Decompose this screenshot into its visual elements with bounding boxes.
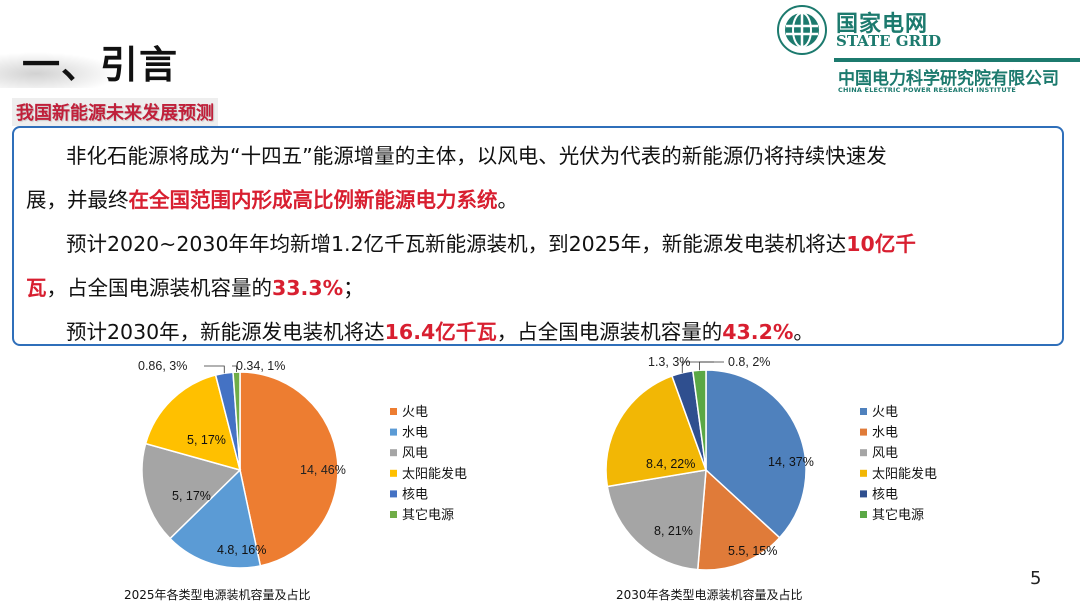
legend-swatch — [860, 408, 867, 415]
pie-slice-6 — [691, 369, 707, 471]
p2-text-a: 预计2020~2030年年均新增1.2亿千瓦新能源装机，到2025年，新能源发电… — [66, 232, 847, 256]
paragraph-1-cont: 展，并最终在全国范围内形成高比例新能源电力系统。 — [26, 178, 1066, 222]
section-heading: 我国新能源未来发展预测 — [12, 98, 218, 126]
data-label: 0.34, 1% — [236, 359, 285, 373]
state-grid-logo: 国家电网 STATE GRID — [776, 2, 1076, 94]
chart-2025-caption: 2025年各类型电源装机容量及占比 — [124, 588, 311, 602]
pie-chart-2030: 14, 37% 5.5, 15% 8, 21% 8.4, 22% 1.3, 3% 0.8,… — [570, 350, 1010, 584]
legend-label: 核电 — [872, 487, 898, 502]
page-number: 5 — [1030, 568, 1042, 589]
legend-swatch — [390, 511, 397, 518]
company-name-cn: 中国电力科学研究院有限公司 — [838, 69, 1059, 89]
leader-line — [232, 365, 237, 373]
data-label: 1.3, 3% — [648, 355, 690, 369]
legend-label: 太阳能发电 — [872, 466, 937, 482]
legend-label: 火电 — [872, 405, 898, 420]
data-label: 14, 46% — [300, 463, 346, 477]
legend-swatch — [390, 428, 397, 436]
legend-label: 核电 — [402, 487, 428, 502]
p3-end: 。 — [793, 320, 814, 344]
pie-slice-3 — [606, 469, 707, 571]
paragraph-1: 非化石能源将成为“十四五”能源增量的主体，以风电、光伏为代表的新能源仍将持续快速… — [26, 134, 1066, 178]
legend-swatch — [860, 511, 867, 518]
pie-slice-2 — [696, 468, 781, 571]
pie-chart-2025-svg: 14, 46% 4.8, 16% 5, 17% 5, 17% 0.86, 3% 0.34,… — [138, 359, 467, 569]
data-label: 5, 17% — [187, 433, 226, 447]
p1-text-a: 非化石能源将成为“十四五”能源增量的主体，以风电、光伏为代表的新能源仍将持续快速… — [66, 144, 887, 168]
legend-label: 太阳能发电 — [402, 466, 467, 482]
paragraph-2-cont: 瓦，占全国电源装机容量的33.3%； — [26, 266, 1066, 310]
p1-end: 。 — [497, 188, 519, 212]
leader-line — [204, 365, 225, 374]
p2-highlight-1b: 瓦 — [26, 276, 47, 300]
legend-swatch — [390, 449, 397, 457]
data-label: 8.4, 22% — [646, 457, 695, 471]
p2-highlight-2: 33.3% — [272, 276, 344, 300]
legend-swatch — [390, 490, 397, 498]
legend-label: 风电 — [402, 446, 428, 461]
pie-slice-1 — [239, 371, 339, 567]
p3-text-b: ，占全国电源装机容量的 — [496, 320, 723, 344]
pie-chart-2030-svg: 14, 37% 5.5, 15% 8, 21% 8.4, 22% 1.3, 3% 0.8,… — [605, 355, 937, 571]
text-box — [12, 126, 1064, 346]
state-grid-emblem-icon — [777, 5, 827, 55]
data-label: 8, 21% — [654, 524, 693, 538]
legend-label: 水电 — [872, 426, 898, 441]
legend-swatch — [860, 428, 867, 436]
legend-swatch — [390, 408, 397, 415]
header-divider — [834, 58, 1080, 62]
slide-title: 一、引言 — [22, 43, 179, 87]
p2-end: ； — [343, 276, 364, 300]
p3-highlight-1: 16.4亿千瓦 — [384, 320, 497, 344]
legend-swatch — [860, 490, 867, 498]
paragraph-2: 预计2020~2030年年均新增1.2亿千瓦新能源装机，到2025年，新能源发电… — [26, 222, 1066, 266]
data-label: 5.5, 15% — [728, 544, 777, 558]
legend-label: 其它电源 — [872, 507, 924, 523]
logo-name-en: STATE GRID — [836, 32, 942, 50]
paragraph-3: 预计2030年，新能源发电装机将达16.4亿千瓦，占全国电源装机容量的43.2%… — [26, 310, 1066, 354]
title-shadow — [0, 52, 120, 88]
p1-text-b: 展，并最终 — [26, 188, 129, 212]
legend-label: 火电 — [402, 405, 428, 420]
pie-slice-3 — [141, 442, 242, 540]
p3-highlight-2: 43.2% — [722, 320, 794, 344]
pie-chart-2025: 14, 46% 4.8, 16% 5, 17% 5, 17% 0.86, 3% 0.34,… — [100, 350, 540, 584]
company-name-en: CHINA ELECTRIC POWER RESEARCH INSTITUTE — [838, 86, 1017, 94]
logo-name-cn: 国家电网 — [836, 12, 929, 37]
p2-highlight-1a: 10亿千 — [846, 232, 916, 256]
data-label: 5, 17% — [172, 489, 211, 503]
legend-label: 水电 — [402, 426, 428, 441]
p2-text-b: ，占全国电源装机容量的 — [46, 276, 273, 300]
pie-slice-1 — [705, 369, 807, 539]
pie-slice-4 — [144, 374, 242, 472]
data-label: 0.8, 2% — [728, 355, 770, 369]
legend-label: 风电 — [872, 446, 898, 461]
legend-swatch — [390, 469, 397, 477]
pie-slice-2 — [168, 468, 262, 569]
legend-swatch — [860, 469, 867, 477]
data-label: 4.8, 16% — [217, 543, 266, 557]
p3-text-a: 预计2030年，新能源发电装机将达 — [66, 320, 385, 344]
data-label: 0.86, 3% — [138, 359, 187, 373]
pie-slice-4 — [605, 375, 708, 488]
p1-highlight: 在全国范围内形成高比例新能源电力系统 — [128, 188, 498, 212]
data-label: 14, 37% — [768, 455, 814, 469]
leader-line — [698, 361, 724, 371]
legend-swatch — [860, 449, 867, 457]
pie-slice-6 — [232, 371, 241, 471]
chart-2030-caption: 2030年各类型电源装机容量及占比 — [616, 588, 803, 602]
legend-label: 其它电源 — [402, 507, 454, 523]
